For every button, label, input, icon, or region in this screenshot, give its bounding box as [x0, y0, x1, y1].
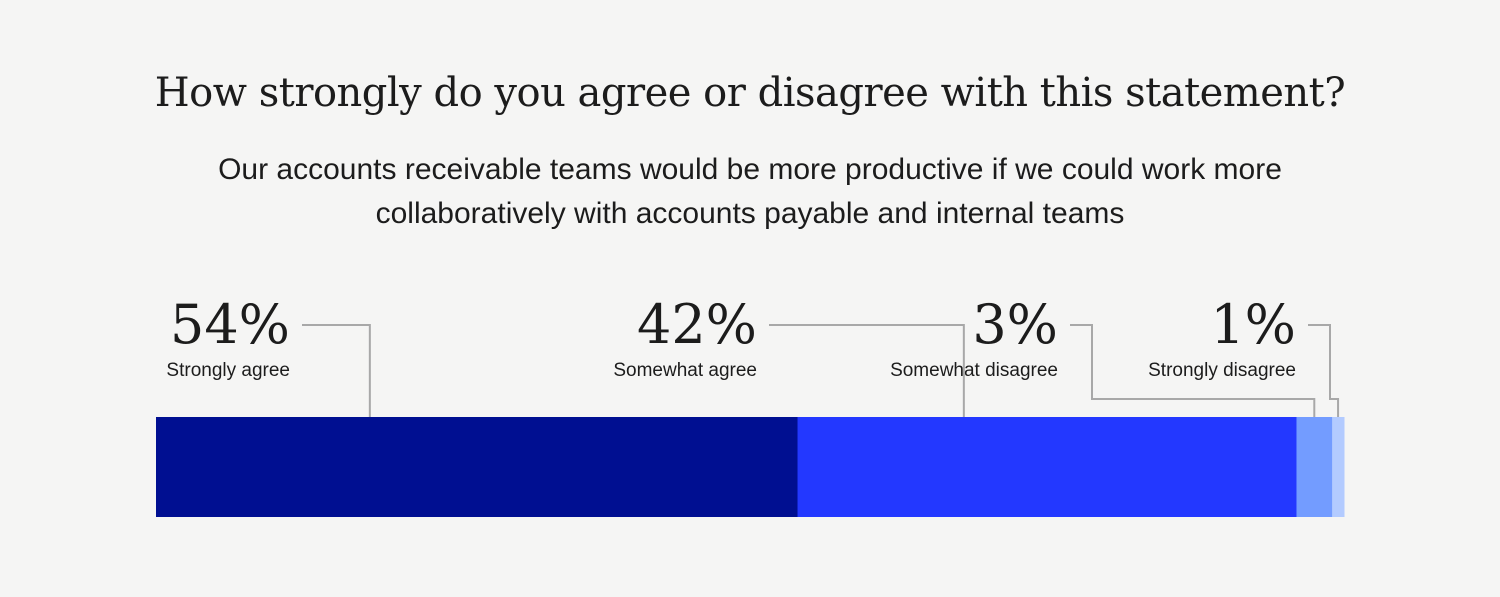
- leader-line-strongly-agree: [302, 324, 371, 417]
- leader-line-strongly-disagree: [1308, 324, 1340, 417]
- bar-segment-strongly-agree: [156, 417, 799, 517]
- chart-title: How strongly do you agree or disagree wi…: [154, 70, 1346, 116]
- category-label-strongly-agree: Strongly agree: [166, 360, 290, 381]
- bar-segments: [156, 417, 1345, 517]
- category-label-somewhat-agree: Somewhat agree: [613, 360, 757, 381]
- value-label-strongly-disagree: 1%: [1210, 293, 1296, 356]
- chart-subtitle: Our accounts receivable teams would be m…: [218, 153, 1282, 230]
- bar-segment-somewhat-disagree: [1296, 417, 1333, 517]
- value-label-strongly-agree: 54%: [169, 293, 290, 356]
- bar-segment-somewhat-agree: [797, 417, 1297, 517]
- category-label-somewhat-disagree: Somewhat disagree: [890, 360, 1058, 381]
- leader-line-somewhat-disagree: [1070, 324, 1316, 417]
- category-label-strongly-disagree: Strongly disagree: [1148, 360, 1296, 381]
- value-label-somewhat-disagree: 3%: [972, 293, 1058, 356]
- bar-segment-strongly-disagree: [1332, 417, 1345, 517]
- leader-line-somewhat-agree: [769, 324, 965, 417]
- leader-lines: [302, 324, 1340, 417]
- value-label-somewhat-agree: 42%: [636, 293, 757, 356]
